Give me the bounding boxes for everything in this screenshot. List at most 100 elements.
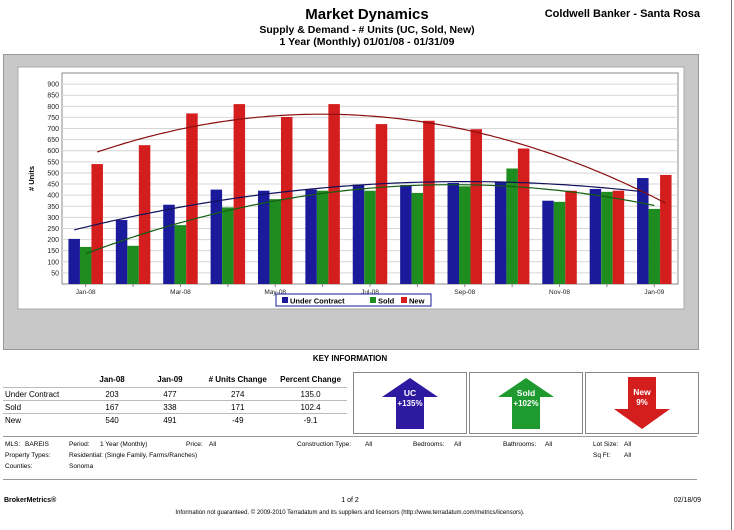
y-tick-label: 250 bbox=[47, 226, 59, 233]
x-tick-label: Sep-08 bbox=[454, 289, 475, 296]
bar-new bbox=[470, 129, 483, 284]
cell-change: -49 bbox=[201, 413, 275, 426]
legend-item-sold-swatch bbox=[370, 297, 376, 303]
cell-pct: 135.0 bbox=[274, 387, 347, 401]
new-arrow-value: 9% bbox=[636, 398, 648, 407]
cell-jan08: 167 bbox=[85, 400, 139, 414]
new-arrow-shape bbox=[614, 377, 670, 429]
filter-criteria: MLS: BAREIS Period: 1 Year (Monthly) Pri… bbox=[3, 436, 697, 480]
bar-under-contract bbox=[589, 188, 602, 284]
bar-under-contract bbox=[447, 182, 460, 284]
legend-box bbox=[275, 293, 432, 307]
bar-new bbox=[517, 148, 530, 284]
new-down-arrow-icon: New 9% bbox=[614, 377, 670, 429]
bar-under-contract bbox=[68, 238, 80, 284]
report-date-range: 1 Year (Monthly) 01/01/08 - 01/31/09 bbox=[279, 36, 455, 48]
y-axis-label: # Units bbox=[27, 166, 36, 191]
cell-jan08: 540 bbox=[85, 413, 139, 426]
bar-sold bbox=[222, 207, 234, 284]
y-tick-label: 200 bbox=[47, 237, 59, 244]
bar-new bbox=[660, 174, 672, 284]
new-arrow-label: New bbox=[633, 387, 651, 397]
bar-sold bbox=[459, 186, 471, 284]
bar-under-contract bbox=[637, 178, 649, 284]
new-change-box: New 9% bbox=[585, 372, 699, 434]
bar-sold bbox=[127, 245, 139, 284]
lot-size-value: All bbox=[624, 441, 632, 448]
lot-size-label: Lot Size: bbox=[593, 441, 619, 448]
y-tick-label: 750 bbox=[47, 115, 59, 122]
sold-change-box: Sold +102% bbox=[469, 372, 583, 434]
x-tick-label: May-08 bbox=[264, 289, 286, 296]
row-label: Sold bbox=[3, 400, 86, 414]
y-tick-label: 850 bbox=[47, 93, 59, 100]
period-value: 1 Year (Monthly) bbox=[100, 441, 148, 448]
page-edge-divider bbox=[731, 0, 732, 530]
table-row: New 540 491 -49 -9.1 bbox=[3, 413, 347, 426]
uc-change-box: UC +135% bbox=[353, 372, 467, 434]
bar-under-contract bbox=[115, 220, 128, 284]
table-row: Under Contract 203 477 274 135.0 bbox=[3, 387, 347, 401]
cell-jan09: 491 bbox=[138, 413, 202, 426]
y-tick-label: 300 bbox=[47, 215, 59, 222]
y-tick-label: 150 bbox=[47, 248, 59, 255]
bar-new bbox=[423, 120, 435, 285]
y-tick-label: 800 bbox=[47, 104, 59, 111]
report-date: 02/18/09 bbox=[673, 497, 701, 504]
x-tick-label: Jan-09 bbox=[644, 289, 664, 296]
period-label: Period: bbox=[69, 441, 90, 448]
page-number: 1 of 2 bbox=[341, 497, 359, 504]
cell-jan08: 203 bbox=[85, 387, 139, 401]
bar-sold bbox=[601, 191, 613, 284]
y-tick-label: 900 bbox=[47, 82, 59, 89]
y-tick-label: 500 bbox=[47, 170, 59, 177]
x-tick-label: Jan-08 bbox=[76, 289, 96, 296]
cell-pct: 102.4 bbox=[274, 400, 347, 414]
bar-new bbox=[612, 190, 625, 284]
bar-under-contract bbox=[542, 200, 554, 284]
bathrooms-label: Bathrooms: bbox=[503, 441, 537, 448]
bar-under-contract bbox=[210, 189, 223, 284]
bar-new bbox=[280, 116, 293, 284]
bar-sold bbox=[364, 190, 376, 284]
legend-item-new-label: New bbox=[409, 297, 425, 306]
bar-under-contract bbox=[494, 182, 507, 284]
legend-item-sold-label: Sold bbox=[378, 297, 395, 306]
legend-item-under-contract-swatch bbox=[282, 297, 288, 303]
cell-pct: -9.1 bbox=[274, 413, 347, 426]
trendline-new bbox=[97, 113, 667, 204]
bar-sold bbox=[316, 190, 329, 284]
y-tick-label: 650 bbox=[47, 137, 59, 144]
uc-arrow-shape bbox=[382, 378, 438, 429]
bar-sold bbox=[174, 225, 187, 284]
bar-new bbox=[565, 190, 577, 284]
key-header-blank bbox=[3, 372, 86, 388]
property-types-label: Property Types: bbox=[5, 452, 51, 459]
bar-sold bbox=[553, 201, 566, 284]
brokermetrics-logo: BrokerMetrics® bbox=[4, 497, 57, 504]
row-label: New bbox=[3, 413, 86, 426]
y-tick-label: 450 bbox=[47, 182, 59, 189]
counties-value: Sonoma bbox=[69, 463, 94, 470]
brokerage-name: Coldwell Banker - Santa Rosa bbox=[544, 8, 700, 20]
sqft-label: Sq Ft: bbox=[593, 452, 611, 459]
key-header-jan09: Jan-09 bbox=[157, 375, 183, 384]
counties-label: Counties: bbox=[5, 463, 33, 470]
sold-up-arrow-icon: Sold +102% bbox=[498, 378, 554, 429]
chart-frame: 50 100 150 200 250 300 350 400 450 500 550 600 650 70… bbox=[3, 54, 699, 350]
bar-under-contract bbox=[257, 190, 270, 284]
bar-sold bbox=[506, 168, 518, 284]
y-tick-label: 100 bbox=[47, 259, 59, 266]
key-information-title: KEY INFORMATION bbox=[312, 354, 388, 363]
x-tick-label: Nov-08 bbox=[549, 289, 570, 296]
cell-jan09: 477 bbox=[138, 387, 202, 401]
x-tick-label: Jul-08 bbox=[361, 289, 379, 296]
bar-new bbox=[328, 104, 340, 284]
cell-change: 171 bbox=[201, 400, 275, 414]
bedrooms-value: All bbox=[454, 441, 462, 448]
sold-arrow-label: Sold bbox=[517, 388, 535, 398]
bathrooms-value: All bbox=[545, 441, 553, 448]
key-header-jan08: Jan-08 bbox=[99, 375, 125, 384]
property-types-value: Residential: (Single Family, Farms/Ranch… bbox=[69, 452, 198, 459]
sold-arrow-value: +102% bbox=[513, 399, 538, 408]
